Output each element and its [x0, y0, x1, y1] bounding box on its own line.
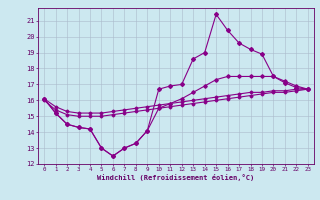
- X-axis label: Windchill (Refroidissement éolien,°C): Windchill (Refroidissement éolien,°C): [97, 174, 255, 181]
